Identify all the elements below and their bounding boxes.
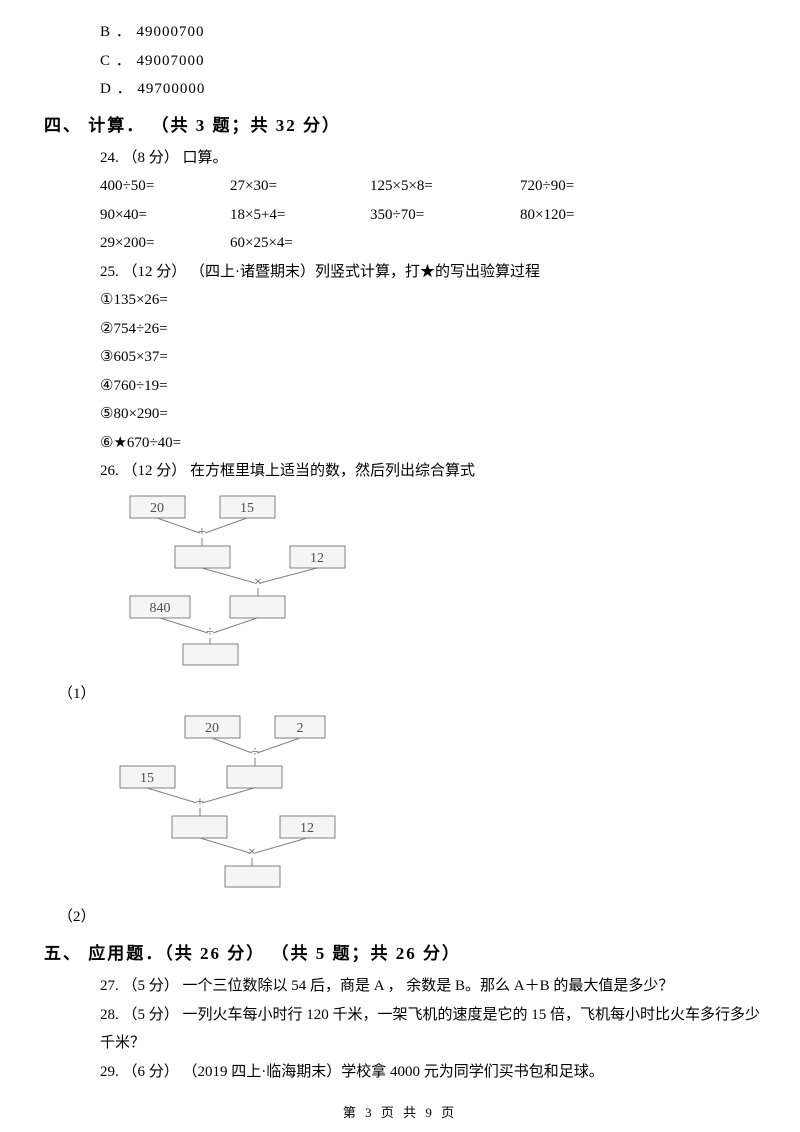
d2-op2: + — [196, 795, 204, 810]
q25-s4: ④760÷19= — [100, 372, 760, 401]
q24-row2: 90×40= 18×5+4= 350÷70= 80×120= — [100, 201, 760, 230]
option-b: B ． 49000700 — [100, 18, 760, 47]
calc-cell: 400÷50= — [100, 172, 230, 201]
calc-cell: 29×200= — [100, 229, 230, 258]
d2-n1: 20 — [205, 721, 219, 736]
d2-n3: 15 — [140, 771, 154, 786]
section-5-header: 五、 应用题．（共 26 分） （共 5 题；共 26 分） — [44, 938, 760, 970]
d2-n2: 2 — [297, 721, 304, 736]
q25-s6: ⑥★670÷40= — [100, 429, 760, 458]
calc-cell: 125×5×8= — [370, 172, 520, 201]
calc-cell: 90×40= — [100, 201, 230, 230]
option-c: C ． 49007000 — [100, 47, 760, 76]
d1-n2: 15 — [240, 501, 254, 516]
calc-cell: 80×120= — [520, 201, 660, 230]
q24-row1: 400÷50= 27×30= 125×5×8= 720÷90= — [100, 172, 760, 201]
calc-cell: 27×30= — [230, 172, 370, 201]
page-footer: 第 3 页 共 9 页 — [0, 1101, 800, 1126]
q28: 28. （5 分） 一列火车每小时行 120 千米，一架飞机的速度是它的 15 … — [100, 1001, 760, 1058]
d1-n3: 12 — [310, 551, 324, 566]
d1-op2: × — [254, 575, 262, 590]
option-d: D ． 49700000 — [100, 75, 760, 104]
d2-op3: × — [248, 845, 256, 860]
d2-n4: 12 — [300, 821, 314, 836]
q25-intro: 25. （12 分） （四上·诸暨期末）列竖式计算，打★的写出验算过程 — [100, 258, 760, 287]
q26-intro: 26. （12 分） 在方框里填上适当的数，然后列出综合算式 — [100, 457, 760, 486]
section-4-header: 四、 计算． （共 3 题；共 32 分） — [44, 110, 760, 142]
calc-cell: 350÷70= — [370, 201, 520, 230]
q26-paren2: （2） — [58, 903, 760, 932]
diagram-2: 20 2 ÷ 15 + 12 × — [100, 711, 760, 900]
d1-n4: 840 — [150, 601, 171, 616]
q25-s5: ⑤80×290= — [100, 400, 760, 429]
q29: 29. （6 分） （2019 四上·临海期末）学校拿 4000 元为同学们买书… — [100, 1058, 760, 1087]
q24-row3: 29×200= 60×25×4= — [100, 229, 760, 258]
q24-intro: 24. （8 分） 口算。 — [100, 144, 760, 173]
q25-s1: ①135×26= — [100, 286, 760, 315]
q25-s2: ②754÷26= — [100, 315, 760, 344]
calc-cell: 720÷90= — [520, 172, 660, 201]
calc-cell: 60×25×4= — [230, 229, 370, 258]
q27: 27. （5 分） 一个三位数除以 54 后，商是 A ， 余数是 B。那么 A… — [100, 972, 760, 1001]
diagram-1: 20 15 + 12 × 840 ÷ — [100, 488, 760, 677]
q25-s3: ③605×37= — [100, 343, 760, 372]
calc-cell: 18×5+4= — [230, 201, 370, 230]
d1-n1: 20 — [150, 501, 164, 516]
d1-op1: + — [198, 525, 206, 540]
d2-op1: ÷ — [251, 745, 259, 760]
q26-paren1: （1） — [58, 680, 760, 709]
d1-op3: ÷ — [206, 625, 214, 640]
